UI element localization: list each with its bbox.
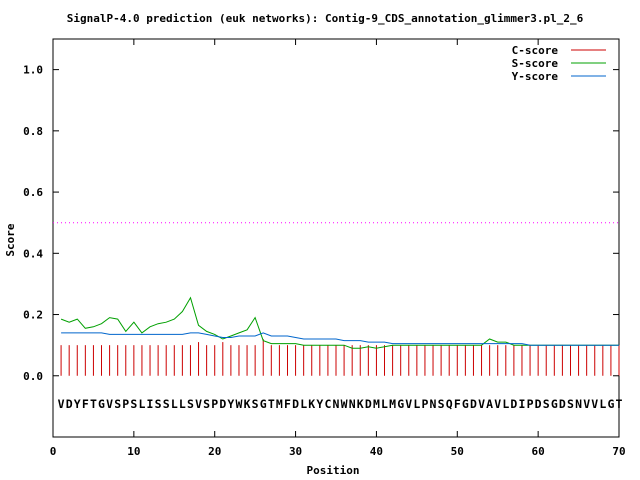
plot-area: [52, 38, 620, 438]
y-tick-label: 0.6: [23, 186, 43, 199]
x-tick-label: 20: [208, 445, 221, 458]
sequence-residue: F: [284, 397, 291, 411]
sequence-residue: W: [341, 397, 348, 411]
sequence-residue: D: [510, 397, 517, 411]
sequence-residue: D: [535, 397, 542, 411]
sequence-residue: L: [300, 397, 307, 411]
sequence-residue: S: [438, 397, 445, 411]
sequence-residue: V: [591, 397, 598, 411]
y-tick-label: 1.0: [23, 64, 43, 77]
sequence-residue: L: [171, 397, 178, 411]
sequence-residue: D: [470, 397, 477, 411]
sequence-residue: P: [527, 397, 534, 411]
sequence-residue: L: [138, 397, 145, 411]
sequence-residue: S: [567, 397, 574, 411]
sequence-residue: F: [454, 397, 461, 411]
sequence-residue: V: [106, 397, 113, 411]
sequence-residue: Q: [446, 397, 453, 411]
sequence-residue: A: [486, 397, 493, 411]
y-tick-label: 0.2: [23, 309, 43, 322]
sequence-residue: V: [58, 397, 65, 411]
sequence-residue: M: [389, 397, 396, 411]
sequence-residue: N: [430, 397, 437, 411]
sequence-residue: V: [478, 397, 485, 411]
sequence-residue: G: [397, 397, 404, 411]
sequence-residue: Y: [74, 397, 81, 411]
x-tick-label: 40: [370, 445, 383, 458]
sequence-residue: P: [421, 397, 428, 411]
legend-label: Y-score: [512, 70, 559, 83]
s-score-line: [60, 296, 619, 349]
sequence-residue: G: [260, 397, 267, 411]
x-tick-label: 70: [612, 445, 625, 458]
sequence-residue: G: [607, 397, 614, 411]
legend-label: S-score: [512, 57, 559, 70]
sequence-residue: T: [90, 397, 97, 411]
sequence-residue: D: [365, 397, 372, 411]
sequence-residue: M: [276, 397, 283, 411]
sequence-residue: S: [130, 397, 137, 411]
sequence-residue: K: [357, 397, 364, 411]
legend-label: C-score: [512, 44, 559, 57]
sequence-residue: F: [82, 397, 89, 411]
sequence-residue: L: [599, 397, 606, 411]
sequence-residue: S: [163, 397, 170, 411]
sequence-residue: L: [413, 397, 420, 411]
sequence-residue: W: [236, 397, 243, 411]
x-tick-label: 10: [127, 445, 140, 458]
sequence-residue: Y: [227, 397, 234, 411]
y-tick-label: 0.8: [23, 125, 43, 138]
x-tick-label: 60: [532, 445, 545, 458]
sequence-residue: T: [268, 397, 275, 411]
sequence-residue: T: [616, 397, 623, 411]
sequence-residue: L: [179, 397, 186, 411]
sequence-residue: P: [211, 397, 218, 411]
x-tick-label: 30: [289, 445, 302, 458]
sequence-residue: K: [308, 397, 315, 411]
sequence-residue: M: [373, 397, 380, 411]
y-score-line: [61, 332, 619, 346]
sequence-residue: K: [244, 397, 251, 411]
sequence-residue: L: [381, 397, 388, 411]
sequence-residue: V: [195, 397, 202, 411]
sequence-residue: D: [559, 397, 566, 411]
sequence-residue: L: [502, 397, 509, 411]
sequence-residue: C: [324, 397, 331, 411]
sequence-residue: V: [494, 397, 501, 411]
sequence-residue: D: [292, 397, 299, 411]
x-axis-label: Position: [307, 464, 360, 477]
y-tick-label: 0.4: [23, 247, 43, 260]
y-axis-label: Score: [4, 223, 17, 256]
sequence-residue: P: [122, 397, 129, 411]
sequence-residue: S: [543, 397, 550, 411]
sequence-residue: G: [98, 397, 105, 411]
sequence-residue: Y: [316, 397, 323, 411]
sequence-residue: D: [66, 397, 73, 411]
sequence-residue: G: [551, 397, 558, 411]
sequence-residue: S: [114, 397, 121, 411]
y-tick-label: 0.0: [23, 370, 43, 383]
sequence-residue: S: [155, 397, 162, 411]
sequence-residue: I: [519, 397, 526, 411]
sequence-residue: G: [462, 397, 469, 411]
x-tick-label: 0: [50, 445, 57, 458]
sequence-residue: I: [147, 397, 154, 411]
x-tick-label: 50: [451, 445, 464, 458]
sequence-residue: S: [203, 397, 210, 411]
sequence-residue: N: [575, 397, 582, 411]
sequence-residue: S: [187, 397, 194, 411]
sequence-residue: N: [349, 397, 356, 411]
sequence-residue: V: [405, 397, 412, 411]
sequence-residue: N: [333, 397, 340, 411]
sequence-residue: S: [252, 397, 259, 411]
sequence-residue: V: [583, 397, 590, 411]
sequence-residue: D: [219, 397, 226, 411]
chart-title: SignalP-4.0 prediction (euk networks): C…: [67, 12, 584, 25]
